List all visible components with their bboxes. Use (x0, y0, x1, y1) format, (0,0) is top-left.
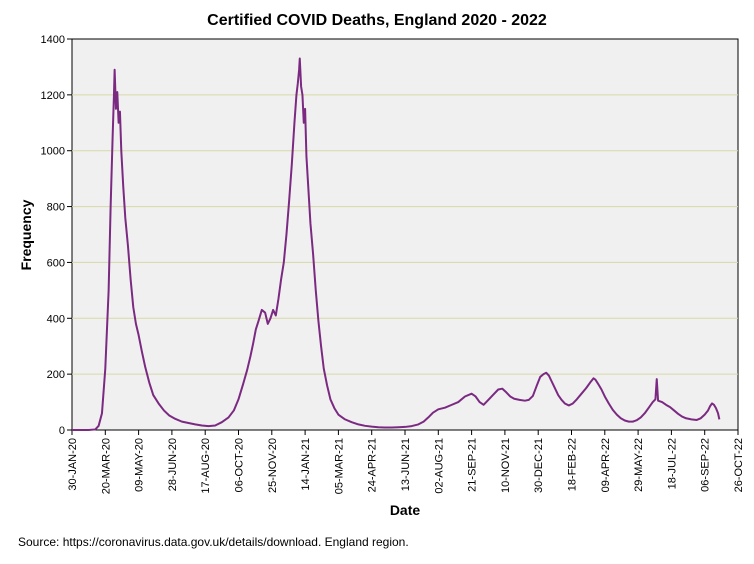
x-tick-label: 28-JUN-20 (167, 438, 179, 491)
y-tick-label: 800 (47, 202, 65, 214)
y-tick-label: 1000 (41, 146, 65, 158)
x-tick-label: 18-JUL-22 (666, 438, 678, 489)
y-tick-label: 1400 (41, 34, 65, 46)
x-tick-label: 29-MAY-22 (633, 438, 645, 492)
y-tick-label: 600 (47, 257, 65, 269)
x-tick-label: 21-SEP-21 (467, 438, 479, 492)
x-tick-label: 02-AUG-21 (433, 438, 445, 494)
plot-background (71, 38, 739, 431)
x-tick-label: 30-JAN-20 (67, 438, 79, 491)
y-tick-label: 1200 (41, 90, 65, 102)
x-tick-label: 05-MAR-21 (333, 438, 345, 494)
x-tick-label: 30-DEC-21 (533, 438, 545, 493)
y-tick-label: 200 (47, 369, 65, 381)
x-tick-label: 26-OCT-22 (733, 438, 745, 492)
x-tick-label: 20-MAR-20 (100, 438, 112, 494)
y-tick-label: 400 (47, 313, 65, 325)
x-tick-label: 09-APR-22 (600, 438, 612, 492)
x-tick-label: 06-OCT-20 (234, 438, 246, 492)
gridlines (72, 94, 738, 375)
x-tick-label: 06-SEP-22 (700, 438, 712, 492)
x-axis-title: Date (390, 502, 421, 518)
source-note: Source: https://coronavirus.data.gov.uk/… (18, 535, 409, 549)
x-axis: 30-JAN-20 20-MAR-20 09-MAY-20 28-JUN-20 17-A… (67, 430, 745, 494)
x-tick-label: 24-APR-21 (367, 438, 379, 492)
y-axis: 0 200 400 600 800 1000 1200 1400 (41, 34, 72, 437)
x-tick-label: 18-FEB-22 (567, 438, 579, 491)
x-tick-label: 14-JAN-21 (300, 438, 312, 491)
y-axis-title: Frequency (18, 199, 34, 270)
x-tick-label: 10-NOV-21 (500, 438, 512, 493)
x-tick-label: 09-MAY-20 (134, 438, 146, 492)
series-line (72, 57, 721, 431)
x-tick-label: 13-JUN-21 (400, 438, 412, 491)
y-tick-label: 0 (59, 425, 65, 437)
chart-title: Certified COVID Deaths, England 2020 - 2… (207, 12, 547, 29)
x-tick-label: 25-NOV-20 (267, 438, 279, 493)
series-layer (72, 57, 721, 431)
x-tick-label: 17-AUG-20 (200, 438, 212, 494)
